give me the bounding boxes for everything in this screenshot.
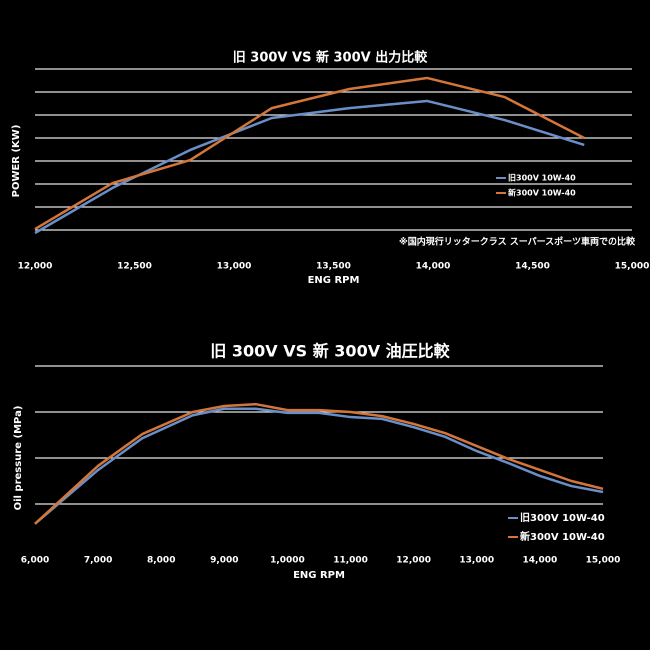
x-axis-label: ENG RPM — [293, 570, 345, 581]
series-line — [34, 99, 585, 235]
legend-label: 新300V 10W-40 — [508, 188, 576, 198]
x-axis-label: ENG RPM — [308, 275, 360, 286]
x-tick-label: 9,000 — [210, 556, 238, 566]
x-tick-label: 12,000 — [18, 262, 53, 272]
x-tick-label: 14,000 — [416, 262, 451, 272]
x-tick-label: 15,000 — [586, 556, 621, 566]
x-tick-label: 12,000 — [396, 556, 431, 566]
x-tick-label: 1,0000 — [270, 556, 305, 566]
x-tick-label: 14,500 — [515, 262, 550, 272]
y-axis-label: POWER (KW) — [11, 125, 22, 198]
series-line — [34, 402, 604, 525]
annotation: ※国内現行リッタークラス スーパースポーツ車両での比較 — [399, 236, 636, 248]
x-tick-label: 11,000 — [333, 556, 368, 566]
x-tick-label: 7,000 — [84, 556, 112, 566]
x-tick-label: 15,000 — [615, 262, 650, 272]
x-tick-label: 8,000 — [147, 556, 175, 566]
chart-title: 旧 300V VS 新 300V 油圧比較 — [210, 342, 450, 361]
series-line — [34, 76, 585, 231]
y-axis-label: Oil pressure (MPa) — [13, 406, 24, 511]
legend-label: 旧300V 10W-40 — [520, 512, 605, 524]
x-tick-label: 13,000 — [217, 262, 252, 272]
x-tick-label: 14,000 — [523, 556, 558, 566]
legend-label: 新300V 10W-40 — [520, 530, 605, 543]
x-tick-label: 12,500 — [117, 262, 152, 272]
legend-label: 旧300V 10W-40 — [508, 174, 576, 183]
x-tick-label: 6,000 — [21, 556, 49, 566]
chart-title: 旧 300V VS 新 300V 出力比較 — [233, 50, 428, 66]
x-tick-label: 13,500 — [316, 262, 351, 272]
series-line — [34, 407, 604, 525]
x-tick-label: 13,000 — [459, 556, 494, 566]
